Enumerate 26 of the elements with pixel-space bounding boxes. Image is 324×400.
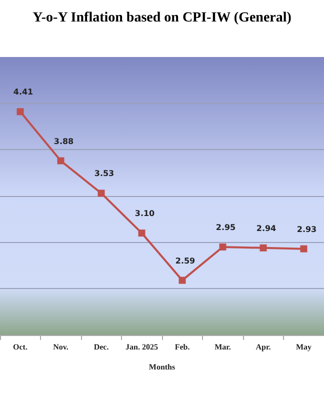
point	[16, 108, 24, 116]
data-label: 3.10	[134, 209, 156, 218]
x-tick-label: Mar.	[214, 342, 231, 352]
data-label: 3.53	[94, 169, 114, 178]
data-label: 2.95	[216, 222, 236, 232]
point	[178, 276, 186, 284]
x-tick-label: Apr.	[256, 342, 271, 352]
point	[260, 244, 267, 252]
data-label: 2.94	[256, 224, 277, 233]
data-label: 4.41	[13, 88, 34, 97]
x-tick-label: Oct.	[13, 342, 28, 352]
x-tick-label: Dec.	[94, 342, 109, 352]
data-label: 2.93	[296, 224, 317, 234]
x-tick-label: May	[296, 342, 312, 352]
data-label: 3.88	[54, 136, 74, 146]
x-tick-label: Jan. 2025	[126, 342, 158, 352]
x-axis-title: Months	[148, 362, 176, 372]
point	[300, 245, 308, 252]
point	[98, 190, 105, 197]
x-tick-label: Feb.	[174, 342, 190, 352]
point	[57, 157, 64, 164]
x-tick-label: Nov.	[53, 342, 68, 352]
chart-title: Y-o-Y Inflation based on CPI-IW (General)	[32, 10, 292, 26]
point	[219, 243, 226, 250]
point	[138, 230, 146, 237]
data-label: 2.59	[175, 256, 196, 266]
